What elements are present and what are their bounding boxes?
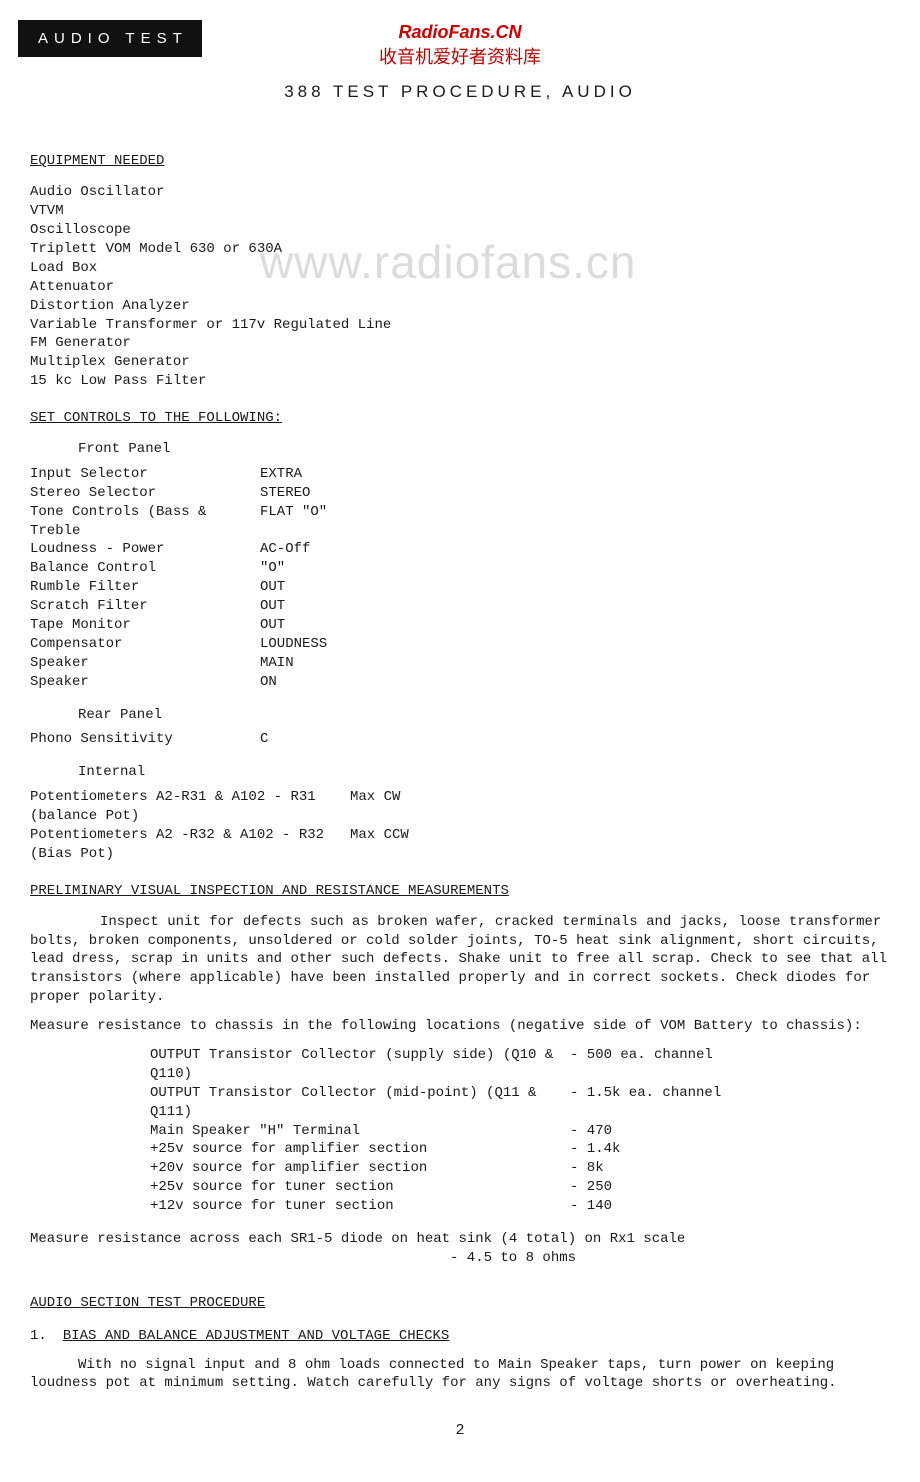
table-row: +25v source for amplifier section- 1.4k: [150, 1140, 890, 1159]
prelim-measure-intro: Measure resistance to chassis in the fol…: [30, 1017, 890, 1036]
setting-row: Tape MonitorOUT: [30, 616, 890, 635]
internal-label: Internal: [78, 763, 890, 782]
setting-row: CompensatorLOUDNESS: [30, 635, 890, 654]
list-item: Attenuator: [30, 278, 890, 297]
setting-label: Stereo Selector: [30, 484, 260, 503]
setting-label: Scratch Filter: [30, 597, 260, 616]
list-item: Distortion Analyzer: [30, 297, 890, 316]
setting-label: Balance Control: [30, 559, 260, 578]
setting-row: Loudness - PowerAC-Off: [30, 540, 890, 559]
front-panel-settings: Input SelectorEXTRA Stereo SelectorSTERE…: [30, 465, 890, 692]
table-row: OUTPUT Transistor Collector (mid-point) …: [150, 1084, 890, 1122]
setting-value: AC-Off: [260, 540, 890, 559]
table-row: +25v source for tuner section- 250: [150, 1178, 890, 1197]
resistance-table: OUTPUT Transistor Collector (supply side…: [150, 1046, 890, 1216]
item-number: 1.: [30, 1327, 47, 1346]
setting-value: Max CCW: [350, 826, 890, 864]
resist-value: - 1.4k: [570, 1140, 890, 1159]
setting-row: Potentiometers A2-R31 & A102 - R31 (bala…: [30, 788, 890, 826]
setting-row: Balance Control"O": [30, 559, 890, 578]
setting-label: Potentiometers A2 -R32 & A102 - R32 (Bia…: [30, 826, 350, 864]
resist-label: OUTPUT Transistor Collector (supply side…: [150, 1046, 570, 1084]
setting-row: Scratch FilterOUT: [30, 597, 890, 616]
setting-label: Compensator: [30, 635, 260, 654]
table-row: Main Speaker "H" Terminal- 470: [150, 1122, 890, 1141]
list-item: 15 kc Low Pass Filter: [30, 372, 890, 391]
numbered-subheading: 1. BIAS AND BALANCE ADJUSTMENT AND VOLTA…: [30, 1327, 890, 1346]
list-item: Load Box: [30, 259, 890, 278]
setting-row: Rumble FilterOUT: [30, 578, 890, 597]
page: AUDIO TEST RadioFans.CN 收音机爱好者资料库 388 TE…: [0, 0, 920, 1482]
setting-value: MAIN: [260, 654, 890, 673]
page-number: 2: [30, 1421, 890, 1441]
section-heading-equipment: EQUIPMENT NEEDED: [30, 152, 890, 171]
equipment-list: Audio Oscillator VTVM Oscilloscope Tripl…: [30, 183, 890, 391]
list-item: Oscilloscope: [30, 221, 890, 240]
setting-label: Rumble Filter: [30, 578, 260, 597]
resist-value: - 470: [570, 1122, 890, 1141]
setting-value: OUT: [260, 578, 890, 597]
list-item: VTVM: [30, 202, 890, 221]
document-title: 388 TEST PROCEDURE, AUDIO: [30, 82, 890, 102]
resist-label: OUTPUT Transistor Collector (mid-point) …: [150, 1084, 570, 1122]
setting-value: OUT: [260, 597, 890, 616]
setting-row: SpeakerON: [30, 673, 890, 692]
table-row: OUTPUT Transistor Collector (supply side…: [150, 1046, 890, 1084]
table-row: +20v source for amplifier section- 8k: [150, 1159, 890, 1178]
setting-value: LOUDNESS: [260, 635, 890, 654]
setting-row: Input SelectorEXTRA: [30, 465, 890, 484]
rear-panel-label: Rear Panel: [78, 706, 890, 725]
list-item: Variable Transformer or 117v Regulated L…: [30, 316, 890, 335]
setting-value: FLAT "O": [260, 503, 890, 541]
resist-value: - 250: [570, 1178, 890, 1197]
section-heading-audio: AUDIO SECTION TEST PROCEDURE: [30, 1294, 890, 1313]
audio-test-badge: AUDIO TEST: [18, 20, 202, 57]
setting-label: Tape Monitor: [30, 616, 260, 635]
audio-paragraph: With no signal input and 8 ohm loads con…: [30, 1356, 890, 1394]
setting-label: Tone Controls (Bass & Treble: [30, 503, 260, 541]
rear-panel-settings: Phono SensitivityC: [30, 730, 890, 749]
front-panel-label: Front Panel: [78, 440, 890, 459]
internal-settings: Potentiometers A2-R31 & A102 - R31 (bala…: [30, 788, 890, 864]
setting-value: OUT: [260, 616, 890, 635]
resist-label: +25v source for tuner section: [150, 1178, 570, 1197]
setting-value: STEREO: [260, 484, 890, 503]
prelim-diode-value: - 4.5 to 8 ohms: [450, 1249, 890, 1268]
list-item: Multiplex Generator: [30, 353, 890, 372]
setting-row: Tone Controls (Bass & Treble FLAT "O": [30, 503, 890, 541]
list-item: FM Generator: [30, 334, 890, 353]
setting-label: Speaker: [30, 654, 260, 673]
setting-value: Max CW: [350, 788, 890, 826]
resist-value: - 1.5k ea. channel: [570, 1084, 890, 1122]
setting-row: SpeakerMAIN: [30, 654, 890, 673]
section-heading-controls: SET CONTROLS TO THE FOLLOWING:: [30, 409, 890, 428]
setting-label: Speaker: [30, 673, 260, 692]
resist-value: - 500 ea. channel: [570, 1046, 890, 1084]
document-body: EQUIPMENT NEEDED Audio Oscillator VTVM O…: [30, 152, 890, 1441]
list-item: Audio Oscillator: [30, 183, 890, 202]
setting-label: Loudness - Power: [30, 540, 260, 559]
list-item: Triplett VOM Model 630 or 630A: [30, 240, 890, 259]
prelim-paragraph: Inspect unit for defects such as broken …: [30, 913, 890, 1007]
setting-label: Phono Sensitivity: [30, 730, 260, 749]
setting-value: C: [260, 730, 890, 749]
table-row: +12v source for tuner section- 140: [150, 1197, 890, 1216]
resist-label: +12v source for tuner section: [150, 1197, 570, 1216]
resist-value: - 8k: [570, 1159, 890, 1178]
prelim-diode-line: Measure resistance across each SR1-5 dio…: [30, 1230, 890, 1249]
setting-row: Stereo SelectorSTEREO: [30, 484, 890, 503]
section-heading-prelim: PRELIMINARY VISUAL INSPECTION AND RESIST…: [30, 882, 890, 901]
resist-label: +20v source for amplifier section: [150, 1159, 570, 1178]
item-title: BIAS AND BALANCE ADJUSTMENT AND VOLTAGE …: [63, 1327, 449, 1346]
setting-value: ON: [260, 673, 890, 692]
setting-row: Phono SensitivityC: [30, 730, 890, 749]
resist-value: - 140: [570, 1197, 890, 1216]
setting-value: "O": [260, 559, 890, 578]
setting-row: Potentiometers A2 -R32 & A102 - R32 (Bia…: [30, 826, 890, 864]
setting-label: Potentiometers A2-R31 & A102 - R31 (bala…: [30, 788, 350, 826]
setting-value: EXTRA: [260, 465, 890, 484]
resist-label: Main Speaker "H" Terminal: [150, 1122, 570, 1141]
resist-label: +25v source for amplifier section: [150, 1140, 570, 1159]
setting-label: Input Selector: [30, 465, 260, 484]
